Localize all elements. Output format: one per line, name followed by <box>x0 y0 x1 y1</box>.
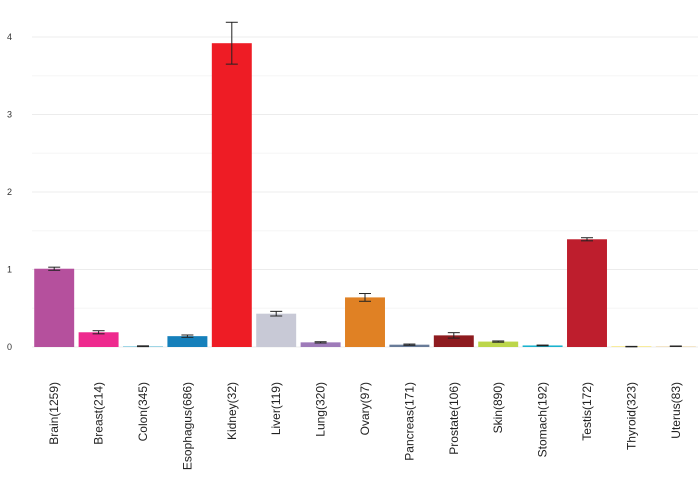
bar <box>433 335 474 347</box>
x-axis-labels: Brain(1259) Breast(214) Colon(345) Esophagu… <box>47 382 683 470</box>
y-tick-label: 0 <box>7 342 12 352</box>
bar <box>34 268 75 347</box>
y-tick-label: 4 <box>7 32 12 42</box>
bar <box>256 313 297 347</box>
x-tick-label: Esophagus(686) <box>180 382 194 470</box>
x-tick-label: Liver(119) <box>269 382 283 435</box>
y-axis-ticks: 0 1 2 3 4 <box>7 32 12 352</box>
bar <box>345 297 385 347</box>
x-tick-label: Stomach(192) <box>536 382 550 457</box>
x-tick-label: Skin(890) <box>491 382 505 433</box>
x-tick-label: Uterus(83) <box>669 382 683 439</box>
error-bars <box>48 21 682 348</box>
x-tick-label: Ovary(97) <box>358 382 372 435</box>
bar <box>78 332 119 347</box>
x-tick-label: Prostate(106) <box>447 382 461 455</box>
x-tick-label: Colon(345) <box>136 382 150 441</box>
bar <box>389 344 430 347</box>
y-tick-label: 3 <box>7 110 12 120</box>
bar <box>211 43 252 347</box>
x-tick-label: Pancreas(171) <box>402 382 416 461</box>
bar <box>300 342 341 347</box>
bar <box>567 239 607 347</box>
gridlines <box>32 36 698 348</box>
x-tick-label: Breast(214) <box>92 382 106 445</box>
y-tick-label: 1 <box>7 265 12 275</box>
x-tick-label: Brain(1259) <box>47 382 61 445</box>
bars <box>34 43 696 347</box>
bar <box>167 336 208 347</box>
x-tick-label: Testis(172) <box>580 382 594 441</box>
x-tick-label: Lung(320) <box>314 382 328 437</box>
y-tick-label: 2 <box>7 187 12 197</box>
x-tick-label: Thyroid(323) <box>624 382 638 450</box>
bar <box>478 341 519 347</box>
x-tick-label: Kidney(32) <box>225 382 239 440</box>
